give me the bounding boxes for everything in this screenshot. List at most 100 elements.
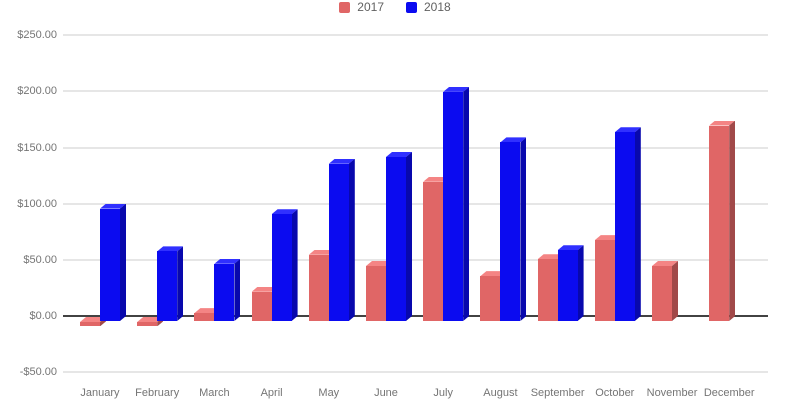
bar-top-face xyxy=(480,271,506,276)
bar-front-face xyxy=(500,142,521,321)
bar-top-face xyxy=(558,245,584,250)
bar-2018-march[interactable] xyxy=(214,259,240,321)
bar-top-face xyxy=(214,259,240,264)
gridline xyxy=(63,34,768,37)
y-axis-tick-label: $50.00 xyxy=(23,253,57,266)
bar-top-face xyxy=(252,287,278,292)
bar-front-face xyxy=(194,313,215,321)
bar-side-face xyxy=(729,121,735,321)
y-axis-tick-label: $100.00 xyxy=(17,197,57,210)
bar-top-face xyxy=(615,127,641,132)
bar-top-face xyxy=(366,261,392,266)
bar-front-face xyxy=(443,91,464,321)
bar-front-face xyxy=(271,214,292,321)
bar-front-face xyxy=(308,254,329,321)
x-axis-label-july: July xyxy=(433,387,453,399)
legend-label-2017: 2017 xyxy=(357,0,384,14)
bar-side-face xyxy=(177,246,183,321)
bar-2018-june[interactable] xyxy=(386,152,412,321)
bar-front-face xyxy=(328,163,349,321)
bar-front-face xyxy=(652,265,672,321)
bar-side-face xyxy=(120,204,126,321)
bar-top-face xyxy=(652,261,678,266)
bar-side-face xyxy=(100,317,106,326)
bar-top-face xyxy=(443,87,469,92)
bar-front-face xyxy=(614,132,635,321)
y-axis-tick-label: $0.00 xyxy=(29,310,57,322)
x-axis-label-april: April xyxy=(260,387,283,399)
gridline xyxy=(63,90,768,93)
bar-top-face xyxy=(386,152,412,157)
bar-side-face xyxy=(292,209,298,321)
y-axis-tick-label: -$50.00 xyxy=(19,366,57,379)
bar-top-face xyxy=(137,317,163,322)
bar-2018-may[interactable] xyxy=(328,159,355,321)
bar-front-face xyxy=(251,291,272,321)
bar-front-face xyxy=(100,208,120,321)
bar-top-face xyxy=(157,246,183,251)
bar-2018-august[interactable] xyxy=(500,137,526,321)
legend-label-2018: 2018 xyxy=(424,0,451,14)
bar-top-face xyxy=(423,177,449,182)
bar-2018-september[interactable] xyxy=(557,245,584,321)
bar-front-face xyxy=(423,181,444,321)
x-axis-label-august: August xyxy=(483,387,518,399)
bar-2018-october[interactable] xyxy=(614,127,641,321)
bar-front-face xyxy=(80,322,100,327)
bar-front-face xyxy=(157,251,178,321)
bar-side-face xyxy=(406,152,412,321)
bar-top-face xyxy=(595,235,621,240)
bar-front-face xyxy=(137,322,158,327)
bar-front-face xyxy=(386,156,406,321)
zero-axis-line xyxy=(63,315,768,317)
bar-2017-november[interactable] xyxy=(652,261,678,321)
bar-side-face xyxy=(463,87,469,321)
legend-item-2017[interactable]: 2017 xyxy=(339,1,384,13)
bar-top-face xyxy=(709,121,735,126)
y-axis-tick-label: $200.00 xyxy=(17,85,57,98)
legend-swatch-2017 xyxy=(339,1,351,13)
bar-front-face xyxy=(537,259,558,321)
x-axis-label-may: May xyxy=(318,387,340,399)
bar-side-face xyxy=(349,159,355,321)
bar-front-face xyxy=(480,276,501,321)
gridline xyxy=(63,258,768,261)
legend-swatch-2018 xyxy=(406,1,417,13)
bar-front-face xyxy=(557,250,578,321)
bar-2017-february[interactable] xyxy=(137,317,163,327)
bar-top-face xyxy=(272,209,298,214)
bar-top-face xyxy=(538,254,564,259)
legend-item-2018[interactable]: 2018 xyxy=(406,1,451,13)
x-axis-label-february: February xyxy=(135,387,180,399)
x-axis-label-june: June xyxy=(374,387,398,399)
bar-2018-july[interactable] xyxy=(443,87,469,321)
bar-side-face xyxy=(157,317,163,326)
bar-top-face xyxy=(329,159,355,164)
bar-2017-january[interactable] xyxy=(80,317,106,327)
bar-front-face xyxy=(594,240,615,321)
bar-side-face xyxy=(672,261,678,321)
bar-2018-april[interactable] xyxy=(271,209,298,321)
x-axis-label-november: November xyxy=(646,387,698,399)
bar-top-face xyxy=(100,204,126,209)
bar-front-face xyxy=(366,265,386,321)
bar-top-face xyxy=(80,317,106,322)
y-axis-tick-label: $150.00 xyxy=(17,141,57,154)
bar-2018-january[interactable] xyxy=(100,204,126,321)
y-axis-tick-label: $250.00 xyxy=(17,29,57,42)
bar-side-face xyxy=(520,137,526,321)
x-axis-label-january: January xyxy=(80,387,120,399)
bar-top-face xyxy=(194,308,220,313)
chart-legend: 2017 2018 xyxy=(0,0,790,14)
x-axis-label-december: December xyxy=(703,387,755,399)
bar-2017-december[interactable] xyxy=(709,121,735,321)
bar-side-face xyxy=(234,259,240,321)
bar-front-face xyxy=(214,263,235,321)
x-axis-label-october: October xyxy=(595,387,635,399)
x-axis-label-september: September xyxy=(530,387,585,399)
bar-top-face xyxy=(500,137,526,142)
bar-2018-february[interactable] xyxy=(157,246,183,321)
x-axis-label-march: March xyxy=(199,387,230,399)
